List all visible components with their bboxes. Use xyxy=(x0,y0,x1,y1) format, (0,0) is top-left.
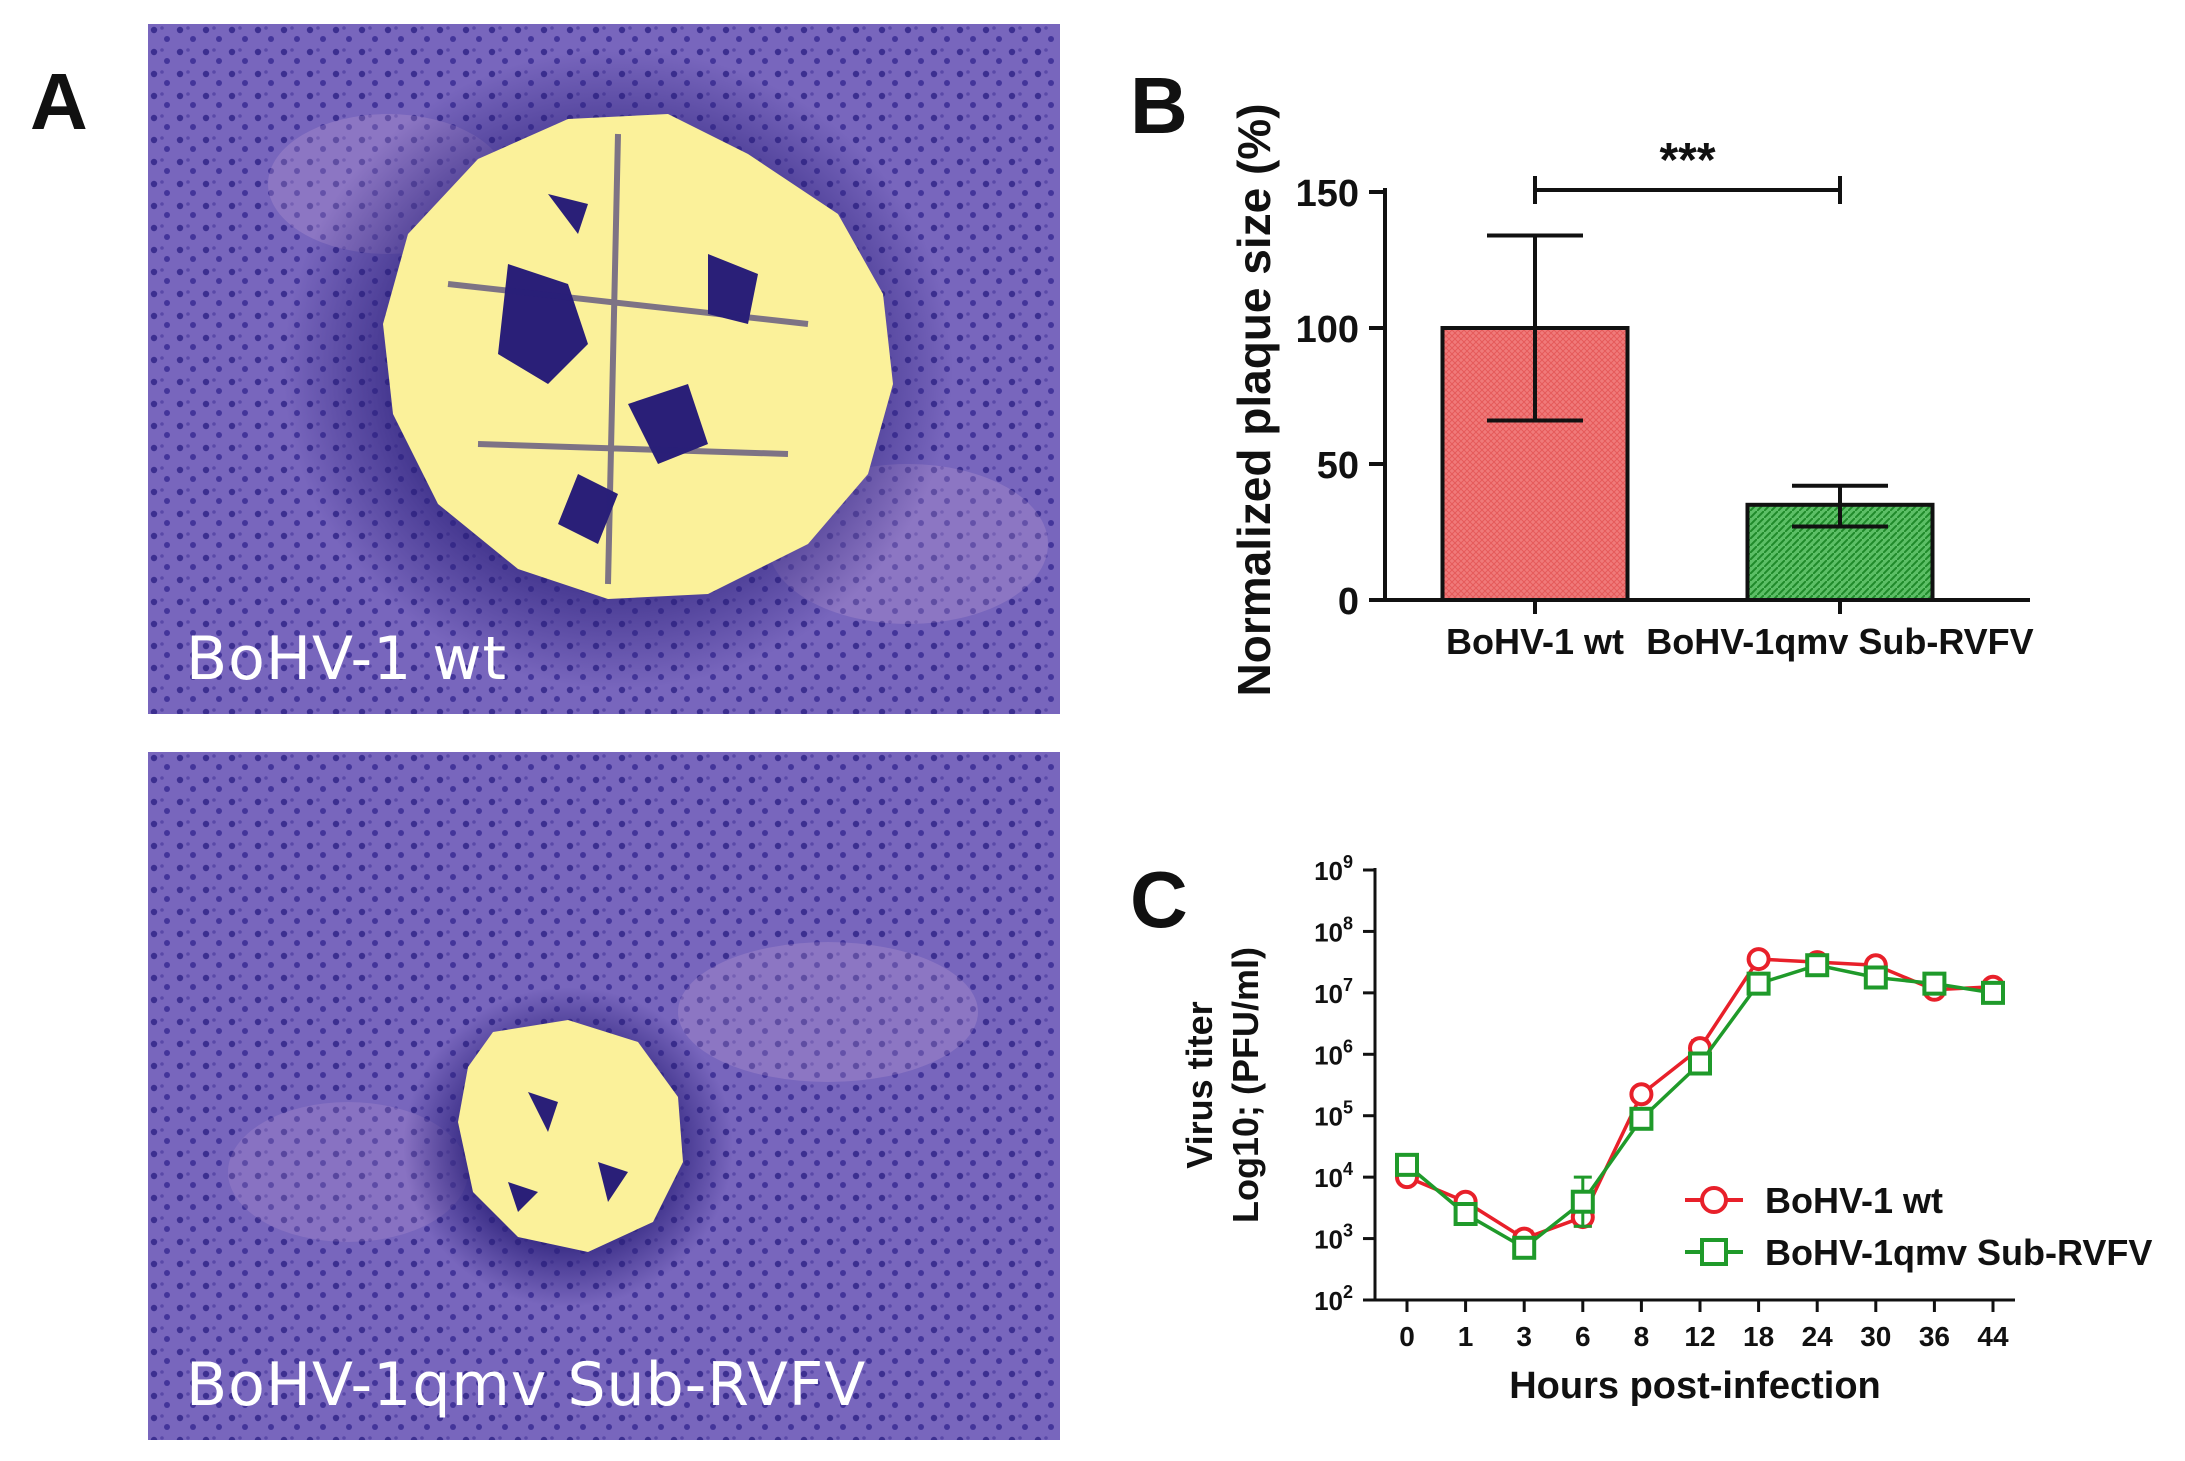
legend-label: BoHV-1 wt xyxy=(1765,1180,1943,1221)
data-point xyxy=(1512,1226,1537,1251)
x-tick-label: BoHV-1qmv Sub-RVFV xyxy=(1646,621,2033,662)
significance-label: *** xyxy=(1659,134,1715,187)
panel-a-letter: A xyxy=(30,57,88,146)
series-line-1 xyxy=(1406,957,1994,1241)
x-tick-label: 8 xyxy=(1634,1321,1650,1352)
y-tick-label: 50 xyxy=(1317,445,1359,487)
data-point xyxy=(1453,1202,1478,1226)
x-tick-label: 3 xyxy=(1516,1321,1532,1352)
data-point xyxy=(1746,971,1771,996)
x-tick-label: 12 xyxy=(1684,1321,1715,1352)
data-point xyxy=(1805,953,1830,978)
x-tick-label: 24 xyxy=(1802,1321,1834,1352)
y-tick-label: 103 xyxy=(1314,1221,1353,1255)
y-tick-label: 107 xyxy=(1314,975,1353,1009)
data-point xyxy=(1863,953,1888,978)
x-tick-label: 6 xyxy=(1575,1321,1591,1352)
data-point xyxy=(1512,1235,1537,1260)
x-tick-label: 0 xyxy=(1399,1321,1415,1352)
legend-marker xyxy=(1700,1238,1728,1266)
y-axis-label-line2: Log10; (PFU/ml) xyxy=(1225,947,1266,1223)
y-tick-label: 100 xyxy=(1296,309,1359,351)
legend-marker xyxy=(1700,1186,1728,1214)
data-point xyxy=(1453,1189,1478,1214)
legend-label: BoHV-1qmv Sub-RVFV xyxy=(1765,1232,2152,1273)
panel-b-letter: B xyxy=(1130,61,1188,150)
y-tick-label: 0 xyxy=(1338,581,1359,623)
series-line-2 xyxy=(1405,963,1994,1250)
data-point xyxy=(1688,1051,1712,1076)
y-tick-label: 104 xyxy=(1314,1159,1353,1193)
y-tick-label: 106 xyxy=(1314,1036,1353,1070)
data-point xyxy=(1570,1189,1595,1214)
data-point xyxy=(1805,950,1830,975)
data-point xyxy=(1922,971,1947,996)
x-tick-label: 1 xyxy=(1458,1321,1474,1352)
data-point xyxy=(1629,1106,1654,1131)
data-point xyxy=(1395,1165,1419,1190)
micrograph-wt-image xyxy=(148,24,1060,714)
micrograph-mutant: BoHV-1qmv Sub-RVFV xyxy=(148,752,1060,1440)
y-tick-label: 108 xyxy=(1314,913,1353,947)
data-point xyxy=(1863,965,1888,990)
micrograph-wt: BoHV-1 wt xyxy=(148,24,1060,714)
data-point xyxy=(1570,1205,1595,1230)
y-tick-label: 109 xyxy=(1314,852,1353,886)
y-tick-label: 150 xyxy=(1296,173,1359,215)
plaque-size-chart: 0 50 100 150 Normalized plaque size (%) BoHV-… xyxy=(1228,103,2034,696)
y-axis-label-line1: Virus titer xyxy=(1179,1001,1220,1168)
micrograph-mutant-label: BoHV-1qmv Sub-RVFV xyxy=(186,1350,867,1420)
y-axis-label: Normalized plaque size (%) xyxy=(1228,103,1280,696)
y-tick-label: 105 xyxy=(1314,1098,1353,1132)
data-point xyxy=(1922,977,1947,1002)
panel-c-letter: C xyxy=(1130,855,1188,944)
micrograph-mutant-image xyxy=(148,752,1060,1440)
data-point xyxy=(1981,980,2005,1005)
x-tick-label: BoHV-1 wt xyxy=(1446,621,1624,662)
data-point xyxy=(1395,1152,1419,1177)
x-tick-label: 44 xyxy=(1977,1321,2009,1352)
x-axis-label: Hours post-infection xyxy=(1509,1365,1881,1407)
x-tick-label: 36 xyxy=(1919,1321,1950,1352)
y-tick-label: 102 xyxy=(1314,1282,1353,1316)
data-point xyxy=(1746,947,1771,972)
data-point xyxy=(1629,1082,1654,1107)
x-tick-label: 18 xyxy=(1743,1321,1774,1352)
data-point xyxy=(1981,974,2005,999)
x-tick-label: 30 xyxy=(1860,1321,1891,1352)
data-point xyxy=(1688,1036,1712,1061)
chart-b-axes: 0 50 100 150 Normalized plaque size (%) BoHV-… xyxy=(1228,103,2034,696)
micrograph-wt-label: BoHV-1 wt xyxy=(186,624,508,694)
